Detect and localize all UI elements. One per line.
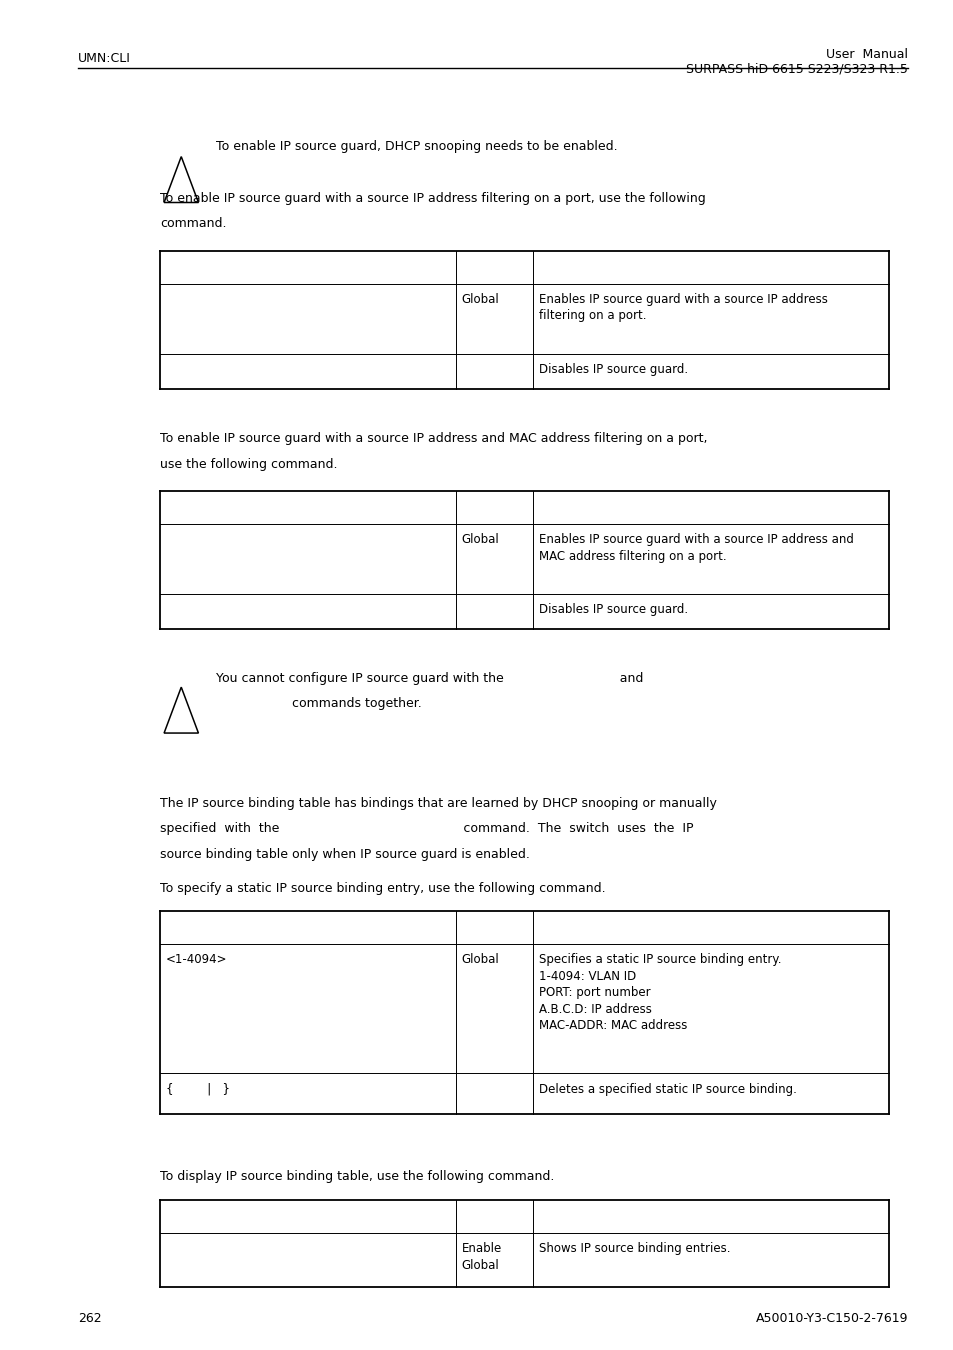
Text: {         |   }: { | } (166, 1083, 230, 1096)
Text: Enables IP source guard with a source IP address
filtering on a port.: Enables IP source guard with a source IP… (537, 293, 826, 323)
Text: You cannot configure IP source guard with the                             and: You cannot configure IP source guard wit… (215, 672, 642, 686)
Text: Global: Global (461, 533, 498, 547)
Text: UMN:CLI: UMN:CLI (78, 51, 131, 65)
Text: Enables IP source guard with a source IP address and
MAC address filtering on a : Enables IP source guard with a source IP… (537, 533, 853, 563)
Text: To specify a static IP source binding entry, use the following command.: To specify a static IP source binding en… (160, 882, 605, 895)
Text: Enable
Global: Enable Global (461, 1242, 501, 1272)
Text: 262: 262 (78, 1312, 102, 1326)
Text: To enable IP source guard, DHCP snooping needs to be enabled.: To enable IP source guard, DHCP snooping… (215, 140, 617, 154)
Text: source binding table only when IP source guard is enabled.: source binding table only when IP source… (160, 848, 530, 861)
Text: To enable IP source guard with a source IP address and MAC address filtering on : To enable IP source guard with a source … (160, 432, 707, 446)
Text: SURPASS hiD 6615 S223/S323 R1.5: SURPASS hiD 6615 S223/S323 R1.5 (685, 63, 907, 76)
Text: specified  with  the                                              command.  The : specified with the command. The (160, 822, 693, 836)
Text: User  Manual: User Manual (825, 47, 907, 61)
Text: To display IP source binding table, use the following command.: To display IP source binding table, use … (160, 1170, 554, 1184)
Text: use the following command.: use the following command. (160, 458, 337, 471)
Text: Deletes a specified static IP source binding.: Deletes a specified static IP source bin… (537, 1083, 796, 1096)
Text: command.: command. (160, 217, 227, 231)
Text: Disables IP source guard.: Disables IP source guard. (537, 363, 687, 377)
Text: Specifies a static IP source binding entry.
1-4094: VLAN ID
PORT: port number
A.: Specifies a static IP source binding ent… (537, 953, 781, 1033)
Text: To enable IP source guard with a source IP address filtering on a port, use the : To enable IP source guard with a source … (160, 192, 705, 205)
Text: Disables IP source guard.: Disables IP source guard. (537, 603, 687, 617)
Text: The IP source binding table has bindings that are learned by DHCP snooping or ma: The IP source binding table has bindings… (160, 796, 717, 810)
Text: A50010-Y3-C150-2-7619: A50010-Y3-C150-2-7619 (755, 1312, 907, 1326)
Text: Global: Global (461, 953, 498, 967)
Text: commands together.: commands together. (215, 697, 421, 710)
Text: Global: Global (461, 293, 498, 306)
Text: <1-4094>: <1-4094> (166, 953, 227, 967)
Text: Shows IP source binding entries.: Shows IP source binding entries. (537, 1242, 729, 1256)
